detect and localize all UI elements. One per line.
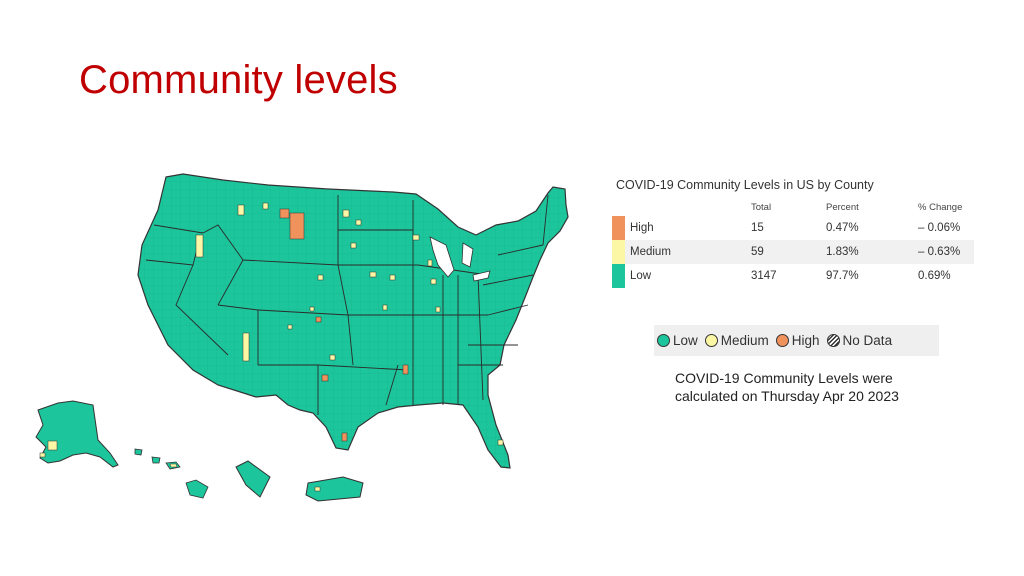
change-high: – 0.06%	[918, 222, 961, 234]
legend-label-low: Low	[673, 333, 698, 348]
level-label-medium: Medium	[630, 246, 671, 258]
low-dot-icon	[657, 334, 670, 347]
stats-row-low: Low 3147 97.7% 0.69%	[612, 264, 974, 288]
legend-item-high[interactable]: High	[775, 333, 820, 348]
high-counties[interactable]	[279, 208, 409, 442]
header-percent: Percent	[826, 201, 859, 213]
legend-item-medium[interactable]: Medium	[704, 333, 769, 348]
stats-header-row: Total Percent % Change	[612, 198, 974, 216]
low-swatch	[612, 264, 625, 288]
hawaii-islands[interactable]	[134, 448, 209, 499]
stats-row-high: High 15 0.47% – 0.06%	[612, 216, 974, 240]
percent-high: 0.47%	[826, 222, 859, 234]
stats-title: COVID-19 Community Levels in US by Count…	[616, 178, 874, 192]
territory-shape[interactable]	[235, 460, 271, 498]
community-levels-stats-table: COVID-19 Community Levels in US by Count…	[612, 178, 974, 288]
change-medium: – 0.63%	[918, 246, 961, 258]
legend-item-no-data[interactable]: No Data	[826, 333, 893, 348]
medium-swatch	[612, 240, 625, 264]
level-label-high: High	[630, 222, 654, 234]
high-dot-icon	[775, 334, 789, 347]
header-total: Total	[751, 201, 772, 213]
medium-dot-icon	[704, 334, 718, 347]
total-low: 3147	[751, 270, 777, 282]
total-high: 15	[751, 222, 764, 234]
slide-title: Community levels	[79, 58, 398, 102]
state-borders	[145, 194, 549, 415]
medium-counties[interactable]	[195, 202, 504, 446]
percent-low: 97.7%	[826, 270, 859, 282]
us-county-map[interactable]	[18, 165, 588, 510]
legend-label-medium: Medium	[720, 333, 769, 348]
map-legend: Low Medium High No Data	[654, 325, 939, 356]
stats-row-medium: Medium 59 1.83% – 0.63%	[612, 240, 974, 264]
puerto-rico-shape[interactable]	[305, 476, 364, 502]
level-label-low: Low	[630, 270, 652, 282]
header-change: % Change	[918, 201, 963, 213]
legend-item-low[interactable]: Low	[657, 333, 698, 348]
percent-medium: 1.83%	[826, 246, 859, 258]
legend-label-high: High	[791, 333, 820, 348]
total-medium: 59	[751, 246, 764, 258]
calculation-date-note: COVID-19 Community Levels were calculate…	[675, 370, 899, 404]
hatched-dot-icon	[826, 334, 840, 347]
high-swatch	[612, 216, 625, 240]
alaska-shape[interactable]	[35, 400, 119, 468]
great-lakes	[429, 236, 491, 282]
legend-label-no-data: No Data	[842, 333, 893, 348]
change-low: 0.69%	[918, 270, 951, 282]
